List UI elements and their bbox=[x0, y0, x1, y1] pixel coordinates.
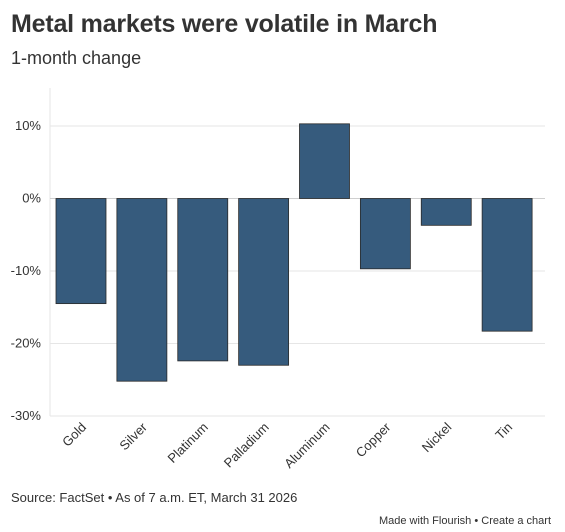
create-chart-link[interactable]: Create a chart bbox=[481, 515, 551, 527]
bar bbox=[116, 198, 168, 382]
source-note: Source: FactSet • As of 7 a.m. ET, March… bbox=[11, 490, 298, 505]
x-tick-label: Tin bbox=[492, 420, 515, 443]
chart-subtitle: 1-month change bbox=[11, 48, 142, 68]
bar bbox=[238, 198, 290, 366]
bar bbox=[420, 198, 472, 226]
bar bbox=[359, 198, 411, 270]
flourish-credits: Made with Flourish • Create a chart bbox=[379, 515, 551, 527]
bar bbox=[177, 198, 229, 362]
y-tick-label: 0% bbox=[22, 191, 41, 206]
x-tick-label: Copper bbox=[353, 419, 394, 460]
x-tick-label: Silver bbox=[116, 419, 150, 453]
x-tick-label: Nickel bbox=[419, 419, 455, 455]
y-tick-label: -30% bbox=[11, 408, 42, 423]
x-tick-label: Palladium bbox=[221, 420, 272, 471]
bar bbox=[481, 198, 533, 332]
x-tick-label: Aluminum bbox=[281, 420, 332, 471]
x-tick-label: Platinum bbox=[165, 420, 211, 466]
y-tick-label: -20% bbox=[11, 336, 42, 351]
y-tick-label: -10% bbox=[11, 263, 42, 278]
credits-separator: • bbox=[474, 515, 479, 527]
chart-title: Metal markets were volatile in March bbox=[11, 10, 438, 38]
bar bbox=[55, 198, 107, 305]
bar-chart: 10% 0% -10% -20% -30% Gold Silver Platinum Palla… bbox=[11, 88, 545, 471]
made-with-flourish-link[interactable]: Made with Flourish bbox=[378, 515, 472, 527]
y-tick-label: 10% bbox=[15, 118, 41, 133]
x-tick-label: Gold bbox=[59, 420, 89, 450]
bar bbox=[299, 123, 350, 199]
